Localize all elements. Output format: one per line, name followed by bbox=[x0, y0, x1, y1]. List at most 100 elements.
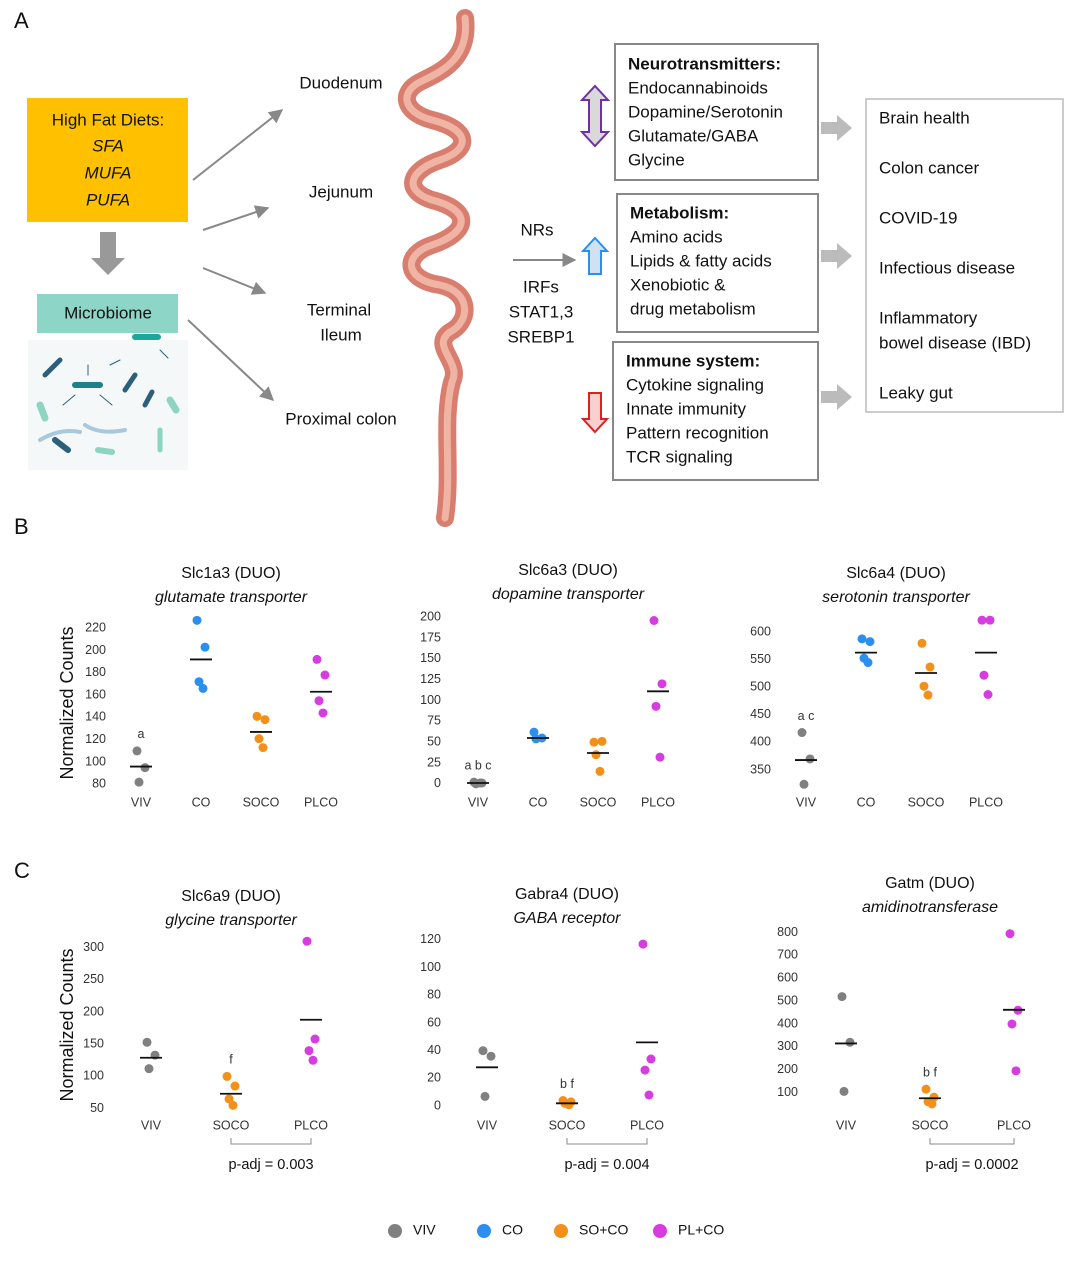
y-tick-label: 200 bbox=[83, 1004, 104, 1018]
data-point bbox=[486, 1051, 496, 1061]
significance-letter: b f bbox=[560, 1077, 574, 1091]
data-point bbox=[132, 746, 142, 756]
y-tick-label: 160 bbox=[85, 687, 106, 701]
y-tick-label: 200 bbox=[85, 643, 106, 657]
data-point bbox=[589, 737, 599, 747]
up-arrow bbox=[580, 236, 610, 275]
microbes bbox=[28, 334, 188, 470]
outcome: COVID-19 bbox=[879, 208, 957, 227]
data-point bbox=[312, 654, 322, 664]
chart-title: Slc6a9 (DUO) bbox=[181, 888, 281, 905]
box-title: Neurotransmitters: bbox=[628, 54, 781, 73]
x-tick-label: VIV bbox=[477, 1118, 498, 1132]
box-item: Dopamine/Serotonin bbox=[628, 102, 783, 121]
legend-label: CO bbox=[502, 1222, 523, 1238]
data-point bbox=[258, 743, 268, 753]
data-point bbox=[597, 736, 607, 746]
down-arrow bbox=[580, 392, 610, 434]
down-arrow bbox=[91, 232, 125, 275]
box-item: Glutamate/GABA bbox=[628, 126, 759, 145]
bracket bbox=[929, 1138, 1015, 1145]
x-tick-label: SOCO bbox=[549, 1118, 586, 1132]
diet-arrows bbox=[187, 109, 284, 401]
y-tick-label: 150 bbox=[420, 651, 441, 665]
legend: VIV CO SO+CO PL+CO bbox=[388, 1222, 724, 1238]
data-point bbox=[198, 683, 208, 693]
x-tick-label: VIV bbox=[141, 1118, 162, 1132]
y-tick-label: 250 bbox=[83, 972, 104, 986]
data-point bbox=[983, 690, 993, 700]
y-tick-label: 600 bbox=[750, 625, 771, 639]
data-point bbox=[839, 1086, 849, 1096]
data-point bbox=[640, 1065, 650, 1075]
y-tick-label: 100 bbox=[777, 1085, 798, 1099]
data-point bbox=[192, 615, 202, 625]
microbiome-box bbox=[37, 294, 178, 333]
outcome: bowel disease (IBD) bbox=[879, 333, 1031, 352]
double-arrow bbox=[579, 84, 611, 148]
y-tick-label: 400 bbox=[750, 735, 771, 749]
legend-swatch bbox=[477, 1224, 491, 1238]
y-tick-label: 80 bbox=[427, 988, 441, 1002]
bracket bbox=[566, 1138, 648, 1145]
regulator-label: IRFs bbox=[523, 277, 559, 296]
data-point bbox=[140, 763, 150, 773]
chart-title: Slc6a4 (DUO) bbox=[846, 565, 946, 582]
data-point bbox=[254, 734, 264, 744]
y-tick-label: 100 bbox=[420, 960, 441, 974]
data-point bbox=[865, 637, 875, 647]
chart-subtitle: GABA receptor bbox=[513, 910, 621, 927]
y-tick-label: 40 bbox=[427, 1043, 441, 1057]
data-point bbox=[228, 1100, 238, 1110]
data-point bbox=[308, 1055, 318, 1065]
data-point bbox=[478, 1046, 488, 1056]
data-point bbox=[638, 939, 648, 949]
legend-label: SO+CO bbox=[579, 1222, 629, 1238]
outcome-arrows bbox=[821, 115, 852, 410]
outcome: Infectious disease bbox=[879, 258, 1015, 277]
data-point bbox=[644, 1090, 654, 1100]
outcome: Inflammatory bbox=[879, 308, 978, 327]
region-label: Proximal colon bbox=[285, 409, 397, 428]
data-point bbox=[1005, 929, 1015, 939]
data-point bbox=[655, 752, 665, 762]
data-point bbox=[649, 616, 659, 625]
y-tick-label: 400 bbox=[777, 1016, 798, 1030]
x-tick-label: PLCO bbox=[304, 795, 338, 809]
region-label: Terminal bbox=[307, 300, 371, 319]
outcome-box bbox=[865, 98, 1064, 413]
diet-item: SFA bbox=[92, 136, 124, 155]
x-tick-label: SOCO bbox=[908, 795, 945, 809]
region-label: Jejunum bbox=[309, 182, 373, 201]
y-tick-label: 700 bbox=[777, 948, 798, 962]
y-tick-label: 350 bbox=[750, 762, 771, 776]
data-point bbox=[1007, 1019, 1017, 1029]
regulator-label: NRs bbox=[520, 220, 553, 239]
data-point bbox=[200, 642, 210, 652]
x-tick-label: PLCO bbox=[294, 1118, 328, 1132]
y-tick-label: 180 bbox=[85, 665, 106, 679]
chart-title: Gabra4 (DUO) bbox=[515, 886, 619, 903]
intestine bbox=[397, 9, 475, 527]
data-point bbox=[134, 777, 144, 787]
box-item: Innate immunity bbox=[626, 399, 746, 418]
outcome: Leaky gut bbox=[879, 383, 953, 402]
box-item: TCR signaling bbox=[626, 447, 733, 466]
y-tick-label: 600 bbox=[777, 971, 798, 985]
data-point bbox=[799, 779, 809, 789]
data-point bbox=[230, 1081, 240, 1091]
bracket bbox=[230, 1138, 312, 1145]
y-tick-label: 80 bbox=[92, 777, 106, 791]
data-point bbox=[142, 1037, 152, 1047]
region-label: Duodenum bbox=[299, 73, 382, 92]
y-tick-label: 175 bbox=[420, 630, 441, 644]
box-title: Immune system: bbox=[626, 351, 760, 370]
pathway-box bbox=[614, 43, 819, 181]
outcome-texts: Brain health Colon cancer COVID-19 Infectio… bbox=[879, 108, 1031, 402]
panel-label: C bbox=[14, 858, 30, 883]
data-point bbox=[260, 715, 270, 725]
outcome: Colon cancer bbox=[879, 158, 980, 177]
box-item: Amino acids bbox=[630, 227, 723, 246]
y-tick-label: 100 bbox=[83, 1069, 104, 1083]
